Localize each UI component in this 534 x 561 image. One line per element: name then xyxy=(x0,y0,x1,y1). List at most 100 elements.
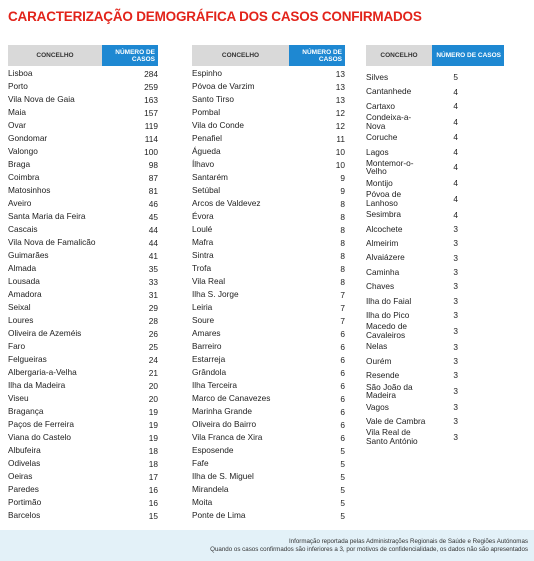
table-row: Paredes 16 xyxy=(8,483,158,496)
table-row: Vila Nova de Famalicão 44 xyxy=(8,236,158,249)
numero-casos: 7 xyxy=(340,289,345,300)
table-row: Ilha do Faial 3 xyxy=(366,294,504,308)
header-concelho: CONCELHO xyxy=(366,45,432,66)
numero-casos: 3 xyxy=(453,370,458,381)
concelho: Marinha Grande xyxy=(192,406,252,417)
table-row: Vila do Conde 12 xyxy=(192,119,345,132)
numero-casos: 12 xyxy=(335,120,345,131)
numero-casos: 5 xyxy=(340,510,345,521)
table-header: CONCELHO NÚMERO DE CASOS xyxy=(366,45,504,66)
numero-casos: 10 xyxy=(335,159,345,170)
concelho: Fafe xyxy=(192,458,209,469)
table-row: Faro 25 xyxy=(8,340,158,353)
table-row: Bragança 19 xyxy=(8,405,158,418)
numero-casos: 5 xyxy=(453,72,458,83)
concelho: Condeixa-a-Nova xyxy=(366,112,412,131)
table-row: Caminha 3 xyxy=(366,265,504,279)
numero-casos: 8 xyxy=(340,198,345,209)
table-row: Silves 5 xyxy=(366,70,504,84)
concelho: Arcos de Valdevez xyxy=(192,198,261,209)
numero-casos: 4 xyxy=(453,116,458,127)
concelho: Estarreja xyxy=(192,354,226,365)
table-row: Resende 3 xyxy=(366,368,504,382)
footer-background xyxy=(0,530,534,561)
numero-casos: 19 xyxy=(148,432,158,443)
concelho: Paredes xyxy=(8,484,39,495)
table-row: Moita 5 xyxy=(192,496,345,509)
header-concelho: CONCELHO xyxy=(8,45,102,66)
table-header: CONCELHO NÚMERO DE CASOS xyxy=(192,45,345,66)
table-row: Viseu 20 xyxy=(8,392,158,405)
concelho: Vila do Conde xyxy=(192,120,244,131)
concelho: Alvaiázere xyxy=(366,252,405,263)
table-row: Alcochete 3 xyxy=(366,222,504,236)
numero-casos: 3 xyxy=(453,356,458,367)
numero-casos: 8 xyxy=(340,224,345,235)
concelho: Caminha xyxy=(366,266,400,277)
concelho: Guimarães xyxy=(8,250,49,261)
concelho: Oliveira de Azeméis xyxy=(8,328,82,339)
table-row: Ilha Terceira 6 xyxy=(192,379,345,392)
numero-casos: 259 xyxy=(144,81,158,92)
footer-note: Informação reportada pelas Administraçõe… xyxy=(288,538,528,545)
numero-casos: 5 xyxy=(340,445,345,456)
concelho: Resende xyxy=(366,370,400,381)
numero-casos: 44 xyxy=(148,237,158,248)
numero-casos: 3 xyxy=(453,238,458,249)
table-row: São João da Madeira 3 xyxy=(366,381,504,401)
concelho: Coruche xyxy=(366,132,398,143)
table-row: Amadora 31 xyxy=(8,288,158,301)
concelho: Ilha da Madeira xyxy=(8,380,66,391)
numero-casos: 4 xyxy=(453,100,458,111)
concelho: Grândola xyxy=(192,367,227,378)
table-row: Chaves 3 xyxy=(366,279,504,293)
concelho: São João da Madeira xyxy=(366,381,413,401)
concelho: Vila Nova de Famalicão xyxy=(8,237,96,248)
numero-casos: 10 xyxy=(335,146,345,157)
concelho: Paços de Ferreira xyxy=(8,419,74,430)
concelho: Lousada xyxy=(8,276,40,287)
concelho: Portimão xyxy=(8,497,42,508)
numero-casos: 9 xyxy=(340,172,345,183)
table-row: Arcos de Valdevez 8 xyxy=(192,197,345,210)
numero-casos: 5 xyxy=(340,458,345,469)
concelho: Ponte de Lima xyxy=(192,510,246,521)
table-row: Vila Real 8 xyxy=(192,275,345,288)
table-row: Matosinhos 81 xyxy=(8,184,158,197)
numero-casos: 3 xyxy=(453,431,458,442)
concelho: Loulé xyxy=(192,224,213,235)
concelho: Bragança xyxy=(8,406,44,417)
table-row: Marinha Grande 6 xyxy=(192,405,345,418)
table: CONCELHO NÚMERO DE CASOS Lisboa 284 Porto 259… xyxy=(8,45,158,522)
concelho: Felgueiras xyxy=(8,354,47,365)
concelho: Trofa xyxy=(192,263,212,274)
numero-casos: 3 xyxy=(453,252,458,263)
numero-casos: 13 xyxy=(335,81,345,92)
table: CONCELHO NÚMERO DE CASOS Silves 5 Cantanhede… xyxy=(366,45,504,445)
concelho: Barreiro xyxy=(192,341,222,352)
concelho: Albufeira xyxy=(8,445,41,456)
numero-casos: 25 xyxy=(148,341,158,352)
numero-casos: 11 xyxy=(336,133,345,144)
numero-casos: 114 xyxy=(144,133,158,144)
table-row: Estarreja 6 xyxy=(192,353,345,366)
table-row: Lisboa 284 xyxy=(8,67,158,80)
concelho: Montemor-o-Velho xyxy=(366,157,414,177)
numero-casos: 6 xyxy=(340,354,345,365)
numero-casos: 3 xyxy=(453,223,458,234)
numero-casos: 16 xyxy=(148,497,158,508)
table-row: Viana do Castelo 19 xyxy=(8,431,158,444)
concelho: Cartaxo xyxy=(366,100,396,111)
table-row: Macedo de Cavaleiros 3 xyxy=(366,322,504,339)
concelho: Albergaria-a-Velha xyxy=(8,367,77,378)
concelho: Ilha S. Jorge xyxy=(192,289,239,300)
table-row: Sesimbra 4 xyxy=(366,207,504,221)
numero-casos: 15 xyxy=(148,510,158,521)
numero-casos: 3 xyxy=(453,295,458,306)
numero-casos: 6 xyxy=(340,341,345,352)
concelho: Vila Real de Santo António xyxy=(366,427,418,446)
table-row: Ilha da Madeira 20 xyxy=(8,379,158,392)
numero-casos: 8 xyxy=(340,263,345,274)
table-row: Lagos 4 xyxy=(366,145,504,159)
